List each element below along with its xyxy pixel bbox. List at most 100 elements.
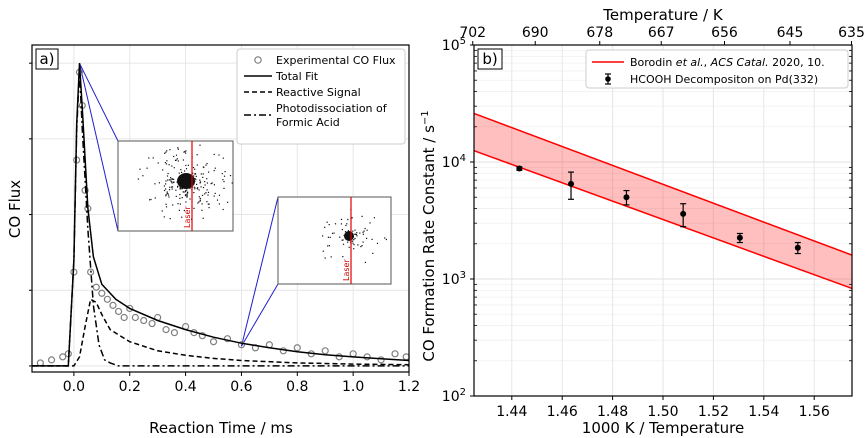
- data-point-experimental: [391, 350, 399, 358]
- data-point-experimental: [109, 301, 117, 309]
- speckle-dot: [175, 189, 177, 191]
- band-upper-line: [473, 112, 853, 256]
- speckle-dot: [167, 172, 169, 175]
- speckle-dot: [161, 210, 163, 212]
- speckle-dot: [208, 171, 210, 173]
- speckle-dot: [362, 231, 364, 233]
- x-tick-label: 0.8: [286, 379, 308, 395]
- panel-b-top-ticks: 702 690 678 667 656 645 635: [459, 25, 865, 45]
- speckle-dot: [193, 207, 195, 209]
- x-tick-label: 1.2: [398, 379, 420, 395]
- speckle-dot: [185, 201, 187, 203]
- data-marker: [680, 210, 687, 217]
- speckle-dot: [184, 194, 187, 196]
- speckle-dot: [168, 164, 170, 166]
- speckle-dot: [148, 157, 150, 159]
- speckle-dot: [324, 226, 326, 228]
- speckle-dot: [194, 177, 196, 180]
- speckle-dot: [167, 193, 169, 195]
- speckle-dot: [162, 169, 164, 171]
- speckle-dot: [348, 246, 350, 248]
- panel-b-y-ticks: 102 103 104 105: [442, 36, 474, 405]
- speckle-dot: [213, 153, 215, 155]
- top-tick-label: 656: [711, 25, 738, 41]
- speckle-dot: [194, 173, 196, 175]
- speckle-dot: [172, 204, 174, 206]
- series-line-dashdot: [32, 69, 409, 367]
- panel-b-y-axis-label-text: CO Formation Rate Constant / s: [420, 125, 438, 362]
- speckle-dot: [362, 241, 364, 243]
- speckle-dot: [182, 191, 184, 193]
- speckle-dot: [218, 194, 221, 196]
- data-point-experimental: [98, 289, 106, 297]
- data-point-hcooh: [623, 189, 630, 206]
- speckle-dot: [354, 233, 356, 235]
- top-tick-label: 690: [522, 25, 549, 41]
- band-fill: [474, 113, 852, 289]
- speckle-dot: [165, 188, 167, 190]
- panel-a-y-axis-label: CO Flux: [6, 180, 24, 238]
- speckle-dot: [199, 200, 201, 202]
- speckle-dot: [329, 236, 331, 238]
- speckle-dot: [206, 189, 208, 191]
- legend-label-reactive: Reactive Signal: [276, 86, 361, 99]
- speckle-dot: [342, 256, 344, 258]
- speckle-dot: [366, 237, 368, 239]
- connector-line: [240, 196, 279, 347]
- panel-a-frame: [31, 44, 410, 373]
- data-point-experimental: [59, 353, 67, 361]
- speckle-dot: [183, 209, 185, 212]
- speckle-dot: [331, 232, 334, 234]
- data-point-experimental: [377, 356, 385, 364]
- speckle-dot: [196, 154, 198, 156]
- speckle-dot: [199, 199, 201, 201]
- speckle-dot: [364, 261, 366, 263]
- speckle-dot: [342, 239, 344, 241]
- speckle-dot: [200, 173, 202, 175]
- speckle-dot: [361, 215, 363, 217]
- panel-b-x-axis-label: 1000 K / Temperature: [582, 419, 744, 437]
- speckle-dot: [186, 195, 188, 197]
- speckle-dot: [207, 194, 209, 196]
- speckle-dot: [178, 172, 180, 174]
- data-point-experimental: [170, 329, 179, 337]
- speckle-dot: [222, 208, 224, 211]
- speckle-dot: [194, 186, 196, 188]
- x-tick-label: 1.44: [496, 404, 527, 420]
- speckle-dot: [166, 150, 168, 152]
- speckle-dot: [181, 216, 183, 218]
- speckle-dot: [327, 236, 329, 238]
- speckle-dot: [169, 186, 171, 188]
- speckle-dot: [158, 182, 160, 184]
- x-tick-label: 0.6: [230, 379, 252, 395]
- speckle-dot: [150, 198, 152, 201]
- speckle-dot: [170, 177, 172, 179]
- speckle-dot: [355, 233, 357, 235]
- speckle-dot: [363, 230, 365, 232]
- data-point-experimental: [92, 283, 100, 291]
- speckle-dot: [326, 221, 328, 223]
- speckle-dot: [177, 185, 179, 187]
- speckle-dot: [211, 182, 213, 184]
- speckle-dot: [345, 224, 347, 227]
- data-point-experimental: [114, 307, 123, 316]
- speckle-dot: [369, 222, 371, 224]
- inset-1-speckle: [137, 144, 233, 220]
- speckle-dot: [356, 232, 358, 234]
- data-point-hcooh: [680, 203, 687, 228]
- legend-label-total-fit: Total Fit: [275, 70, 319, 83]
- speckle-dot: [179, 203, 181, 205]
- inset-2-spot: [344, 231, 354, 241]
- data-point-experimental: [87, 268, 95, 276]
- inset-image-1: Laser: [117, 140, 234, 232]
- panel-b-series: [516, 165, 801, 255]
- speckle-dot: [179, 187, 181, 189]
- speckle-dot: [223, 187, 225, 189]
- speckle-dot: [198, 201, 200, 203]
- speckle-dot: [223, 181, 225, 183]
- speckle-dot: [346, 223, 348, 225]
- speckle-dot: [185, 150, 187, 152]
- speckle-dot: [177, 147, 179, 149]
- speckle-dot: [362, 233, 364, 235]
